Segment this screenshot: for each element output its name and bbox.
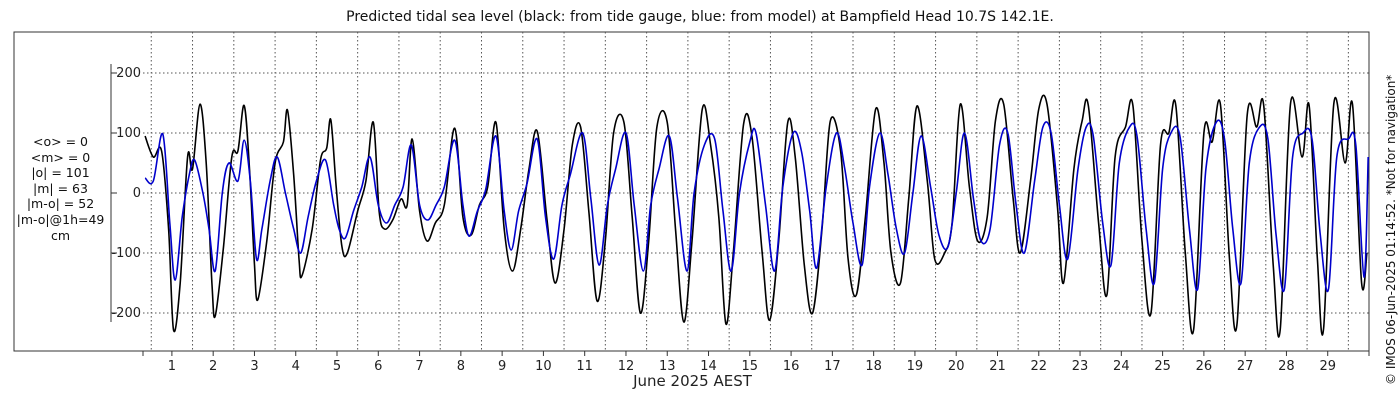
x-tick-label: 16 bbox=[783, 359, 800, 374]
x-tick-label: 14 bbox=[700, 359, 717, 374]
x-tick-label: 5 bbox=[333, 359, 341, 374]
x-tick-label: 12 bbox=[618, 359, 635, 374]
x-tick-label: 29 bbox=[1319, 359, 1336, 374]
x-tick-label: 20 bbox=[948, 359, 965, 374]
series-observed-line bbox=[144, 94, 1368, 338]
stat-abs-difference: |m-o| = 52 bbox=[26, 196, 95, 212]
y-tick-label: -100 bbox=[111, 246, 141, 261]
stat-unit: cm bbox=[50, 227, 71, 243]
outer-frame bbox=[13, 31, 1370, 352]
chart-title: Predicted tidal sea level (black: from t… bbox=[346, 9, 1054, 25]
stat-mean-model: <m> = 0 bbox=[30, 149, 91, 165]
stat-difference-1h: |m-o|@1h=49 bbox=[16, 211, 105, 227]
x-tick-label: 18 bbox=[865, 359, 882, 374]
x-tick-label: 4 bbox=[292, 359, 300, 374]
stat-abs-model: |m| = 63 bbox=[33, 180, 88, 196]
x-tick-label: 21 bbox=[989, 359, 1006, 374]
axis-layer bbox=[110, 64, 1370, 356]
x-tick-label: 2 bbox=[209, 359, 217, 374]
y-tick-label: 100 bbox=[116, 126, 141, 141]
stat-mean-observed: <o> = 0 bbox=[33, 134, 88, 149]
x-axis-label: June 2025 AEST bbox=[633, 372, 752, 390]
x-tick-label: 10 bbox=[535, 359, 552, 374]
y-tick-label: 0 bbox=[133, 186, 141, 201]
x-tick-label: 3 bbox=[250, 359, 258, 374]
stat-abs-observed: |o| = 101 bbox=[31, 165, 90, 181]
x-tick-label: 28 bbox=[1278, 359, 1295, 374]
x-tick-label: 22 bbox=[1030, 359, 1047, 374]
x-tick-label: 25 bbox=[1154, 359, 1171, 374]
copyright-note: © IMOS 06-Jun-2025 01:14:52. *Not for na… bbox=[1384, 74, 1398, 385]
series-model-line bbox=[144, 119, 1369, 293]
x-tick-label: 8 bbox=[457, 359, 465, 374]
x-tick-label: 13 bbox=[659, 359, 676, 374]
stats-panel: <o> = 0 <m> = 0 |o| = 101 |m| = 63 |m-o|… bbox=[8, 134, 113, 243]
x-tick-label: 9 bbox=[498, 359, 506, 374]
x-tick-label: 1 bbox=[168, 359, 176, 374]
x-tick-label: 26 bbox=[1196, 359, 1213, 374]
y-tick-label: 200 bbox=[116, 66, 141, 81]
x-tick-label: 11 bbox=[576, 359, 593, 374]
x-tick-label: 7 bbox=[415, 359, 423, 374]
x-tick-label: 15 bbox=[742, 359, 759, 374]
x-tick-label: 23 bbox=[1072, 359, 1089, 374]
x-tick-label: 19 bbox=[907, 359, 924, 374]
x-tick-label: 27 bbox=[1237, 359, 1254, 374]
series-layer bbox=[144, 94, 1369, 338]
y-tick-label: -200 bbox=[111, 306, 141, 321]
x-tick-label: 6 bbox=[374, 359, 382, 374]
x-tick-label: 17 bbox=[824, 359, 841, 374]
x-tick-label: 24 bbox=[1113, 359, 1130, 374]
